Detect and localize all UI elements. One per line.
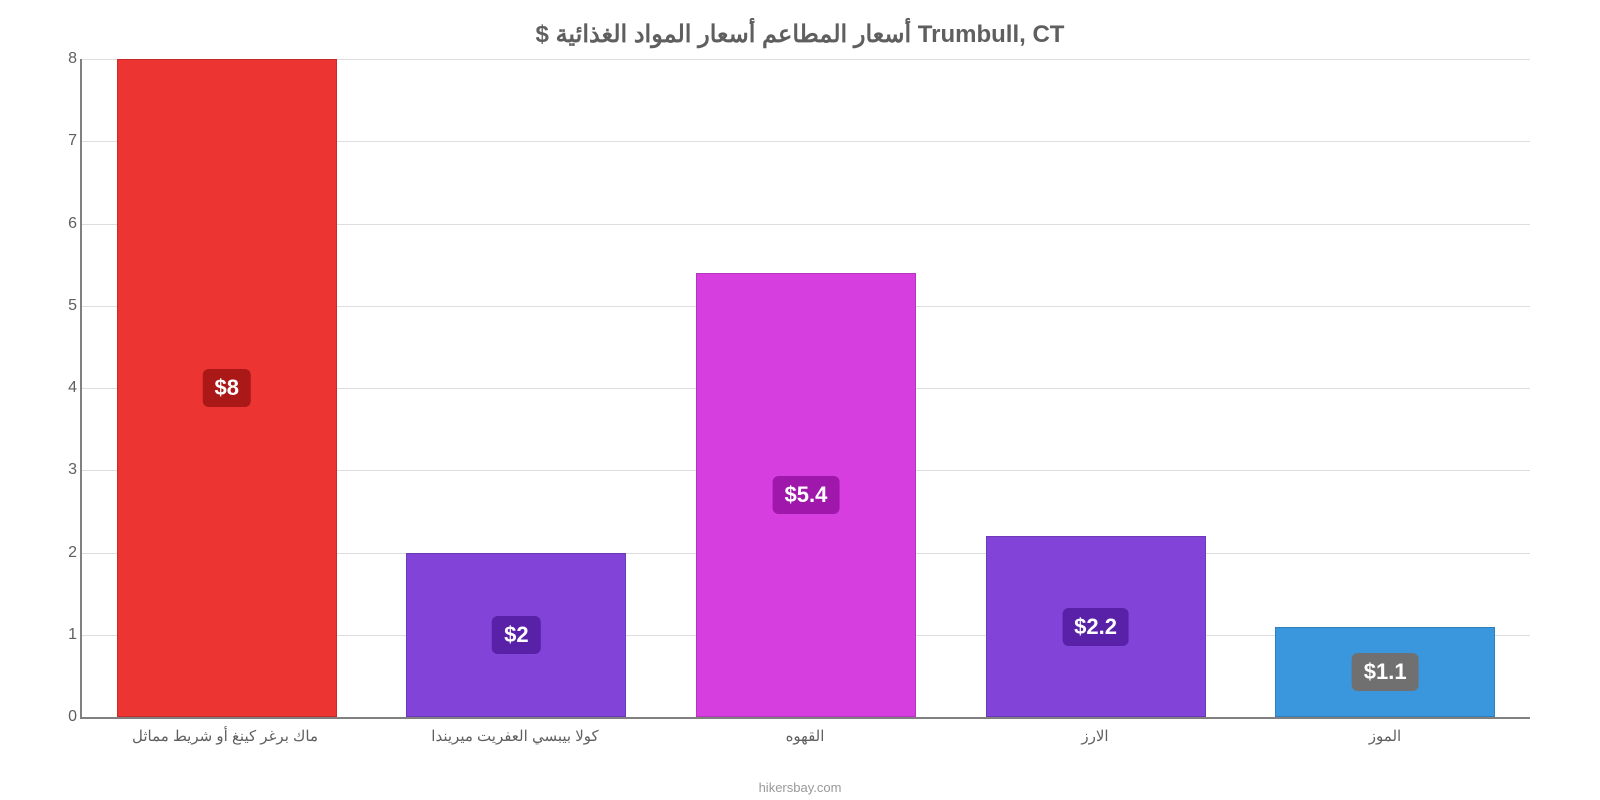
plot-area: 012345678 $8$2$5.4$2.2$1.1	[80, 59, 1530, 719]
bar: $2	[406, 553, 626, 718]
bar: $2.2	[986, 536, 1206, 717]
bars-row: $8 $2 $5.4 $2.2 $1.1	[82, 59, 1530, 717]
bar-slot: $8	[82, 59, 372, 717]
value-badge: $8	[203, 369, 251, 407]
value-badge: $2	[492, 616, 540, 654]
chart-container: $ أسعار المطاعم أسعار المواد الغذائية Tr…	[50, 20, 1550, 770]
ytick-label: 3	[52, 461, 77, 479]
ytick-label: 1	[52, 626, 77, 644]
attribution: hikersbay.com	[759, 780, 842, 795]
xtick-label: القهوه	[660, 719, 950, 745]
chart-title: $ أسعار المطاعم أسعار المواد الغذائية Tr…	[50, 20, 1550, 49]
xtick-label: ماك برغر كينغ أو شريط مماثل	[80, 719, 370, 745]
ytick-label: 2	[52, 544, 77, 562]
xtick-label: الارز	[950, 719, 1240, 745]
ytick-label: 6	[52, 215, 77, 233]
bar: $8	[117, 59, 337, 717]
ytick-label: 7	[52, 132, 77, 150]
xtick-label: كولا بيبسي العفريت ميريندا	[370, 719, 660, 745]
ytick-label: 8	[52, 50, 77, 68]
bar-slot: $2	[372, 59, 662, 717]
bar: $5.4	[696, 273, 916, 717]
bar-slot: $1.1	[1240, 59, 1530, 717]
xtick-label: الموز	[1240, 719, 1530, 745]
value-badge: $2.2	[1062, 608, 1129, 646]
x-axis: ماك برغر كينغ أو شريط مماثلكولا بيبسي ال…	[80, 719, 1530, 745]
bar-slot: $2.2	[951, 59, 1241, 717]
ytick-label: 0	[52, 708, 77, 726]
bar: $1.1	[1275, 627, 1495, 717]
value-badge: $5.4	[773, 476, 840, 514]
value-badge: $1.1	[1352, 653, 1419, 691]
ytick-label: 5	[52, 297, 77, 315]
ytick-label: 4	[52, 379, 77, 397]
bar-slot: $5.4	[661, 59, 951, 717]
